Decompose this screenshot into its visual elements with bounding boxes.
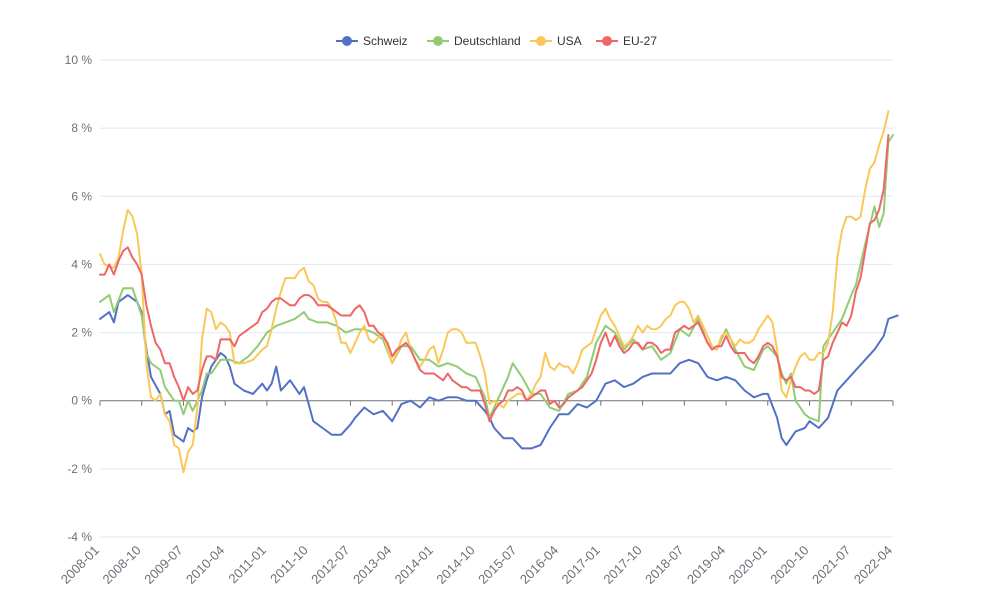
legend-marker-icon (536, 36, 546, 46)
x-tick-label: 2021-07 (809, 543, 853, 587)
x-tick-label: 2015-07 (475, 543, 519, 587)
legend-item-schweiz[interactable]: Schweiz (336, 34, 408, 48)
series-line-eu-27 (99, 134, 890, 423)
x-tick-label: 2013-04 (350, 543, 394, 587)
series-lines (99, 110, 899, 474)
legend-label: Deutschland (454, 34, 521, 48)
y-tick-label: 8 % (71, 121, 92, 135)
x-tick-label: 2014-10 (433, 543, 477, 587)
x-tick-label: 2008-10 (99, 543, 143, 587)
series-line-deutschland (99, 134, 894, 423)
y-tick-label: 0 % (71, 394, 92, 408)
x-tick-label: 2022-04 (851, 543, 895, 587)
y-tick-label: 6 % (71, 189, 92, 203)
legend-label: Schweiz (363, 34, 408, 48)
x-tick-label: 2011-10 (267, 543, 311, 587)
y-tick-label: 4 % (71, 257, 92, 271)
y-tick-label: 10 % (65, 53, 93, 67)
x-tick-label: 2017-10 (600, 543, 644, 587)
y-axis: -4 % -2 % 0 % 2 % 4 % 6 % 8 % 10 % (65, 53, 93, 544)
legend-item-usa[interactable]: USA (530, 34, 582, 48)
legend-item-deutschland[interactable]: Deutschland (427, 34, 521, 48)
x-tick-label: 2008-01 (58, 543, 102, 587)
x-tick-label: 2012-07 (308, 543, 352, 587)
legend-marker-icon (602, 36, 612, 46)
y-tick-label: -4 % (67, 530, 92, 544)
x-tick-label: 2010-04 (183, 543, 227, 587)
x-tick-label: 2016-04 (517, 543, 561, 587)
x-tick-label: 2020-01 (726, 543, 770, 587)
legend-marker-icon (342, 36, 352, 46)
x-axis: 2008-012008-102009-072010-042011-012011-… (58, 400, 895, 587)
x-tick-label: 2014-01 (392, 543, 436, 587)
series-line-usa (99, 110, 890, 474)
x-tick-label: 2009-07 (141, 543, 185, 587)
series-line-schweiz (99, 294, 899, 450)
x-tick-label: 2020-10 (767, 543, 811, 587)
grid-lines (100, 59, 893, 538)
y-tick-label: -2 % (67, 462, 92, 476)
x-tick-label: 2019-04 (684, 543, 728, 587)
legend[interactable]: Schweiz Deutschland USA EU-27 (336, 34, 657, 48)
y-tick-label: 2 % (71, 326, 92, 340)
x-tick-label: 2018-07 (642, 543, 686, 587)
x-tick-label: 2011-01 (225, 543, 269, 587)
legend-label: EU-27 (623, 34, 657, 48)
legend-marker-icon (433, 36, 443, 46)
legend-item-eu-27[interactable]: EU-27 (596, 34, 657, 48)
legend-label: USA (557, 34, 582, 48)
x-tick-label: 2017-01 (559, 543, 603, 587)
